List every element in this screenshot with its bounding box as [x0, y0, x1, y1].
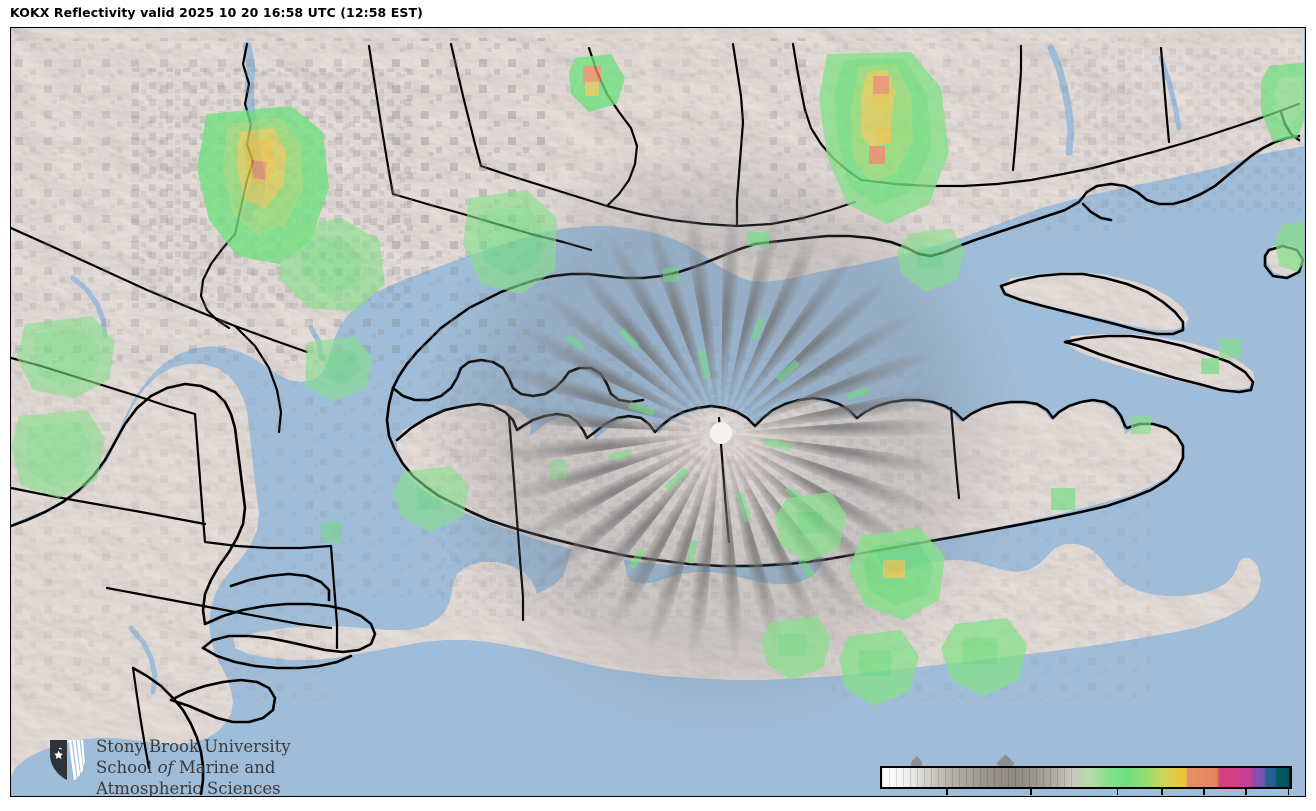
cell-offshore-e [775, 492, 847, 562]
cell-west-nj [11, 316, 373, 498]
radar-map-canvas[interactable] [11, 28, 1304, 795]
north-fork-landmass [1001, 272, 1189, 330]
cell-li-mid [321, 460, 567, 542]
cell-ct-small [569, 54, 625, 112]
radar-map-frame[interactable]: 0204050607080 Stony Brook University Sch… [10, 27, 1306, 797]
cell-li-sound [663, 228, 965, 292]
cell-hudson [463, 190, 557, 294]
cell-offshore-d [761, 616, 831, 680]
cone-of-silence [710, 422, 732, 444]
cell-nw-core [197, 106, 329, 264]
page-title: KOKX Reflectivity valid 2025 10 20 16:58… [10, 5, 423, 20]
cell-nw-tail [279, 218, 385, 312]
cell-east-ct [1261, 62, 1304, 272]
cell-offshore-a [849, 528, 945, 620]
cell-offshore-b [941, 618, 1027, 696]
sunburst-spokes [488, 200, 953, 666]
south-fork-landmass [1067, 334, 1255, 390]
cell-offshore-f [1051, 338, 1241, 510]
cell-offshore-c [839, 630, 919, 706]
reflectivity-cells [11, 52, 1304, 706]
cell-ct-strong [819, 52, 949, 224]
title-bar: KOKX Reflectivity valid 2025 10 20 16:58… [0, 0, 1316, 27]
